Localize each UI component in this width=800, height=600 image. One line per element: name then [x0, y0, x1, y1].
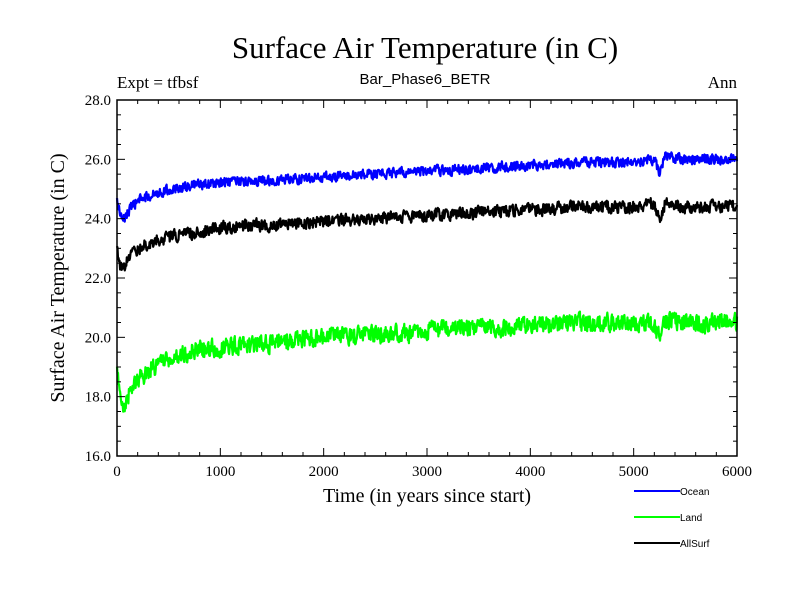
- x-tick-label: 1000: [205, 464, 235, 480]
- chart-title: Surface Air Temperature (in C): [232, 30, 618, 65]
- x-tick-label: 5000: [619, 464, 649, 480]
- legend-label-land: Land: [680, 513, 702, 524]
- plot-frame: [116, 99, 738, 457]
- series-line-ocean: [115, 151, 739, 223]
- x-tick-label: 6000: [722, 464, 752, 480]
- y-tick-label: 24.0: [85, 212, 111, 228]
- x-tick-label: 0: [113, 464, 121, 480]
- center-subtitle: Bar_Phase6_BETR: [360, 71, 491, 88]
- y-tick-label: 18.0: [85, 390, 111, 406]
- x-tick-label: 4000: [515, 464, 545, 480]
- y-tick-label: 22.0: [85, 271, 111, 287]
- left-subtitle: Expt = tfbsf: [117, 73, 199, 92]
- legend-label-allsurf: AllSurf: [680, 539, 710, 550]
- x-axis-label: Time (in years since start): [323, 485, 531, 507]
- series-line-allsurf: [115, 196, 739, 272]
- y-tick-label: 20.0: [85, 330, 111, 346]
- ticks-layer: 0 1000 2000 3000 4000 5000 6000 16.0 18.0 20.0 22.…: [85, 93, 752, 480]
- x-tick-label: 3000: [412, 464, 442, 480]
- series-line-land: [115, 310, 739, 413]
- y-tick-label: 16.0: [85, 449, 111, 465]
- legend: Ocean Land AllSurf: [634, 487, 710, 550]
- legend-label-ocean: Ocean: [680, 487, 709, 498]
- y-tick-label: 28.0: [85, 93, 111, 109]
- y-axis-label: Surface Air Temperature (in C): [47, 153, 69, 402]
- right-subtitle: Ann: [708, 73, 738, 92]
- series-layer: [115, 151, 739, 413]
- x-tick-label: 2000: [309, 464, 339, 480]
- y-tick-label: 26.0: [85, 152, 111, 168]
